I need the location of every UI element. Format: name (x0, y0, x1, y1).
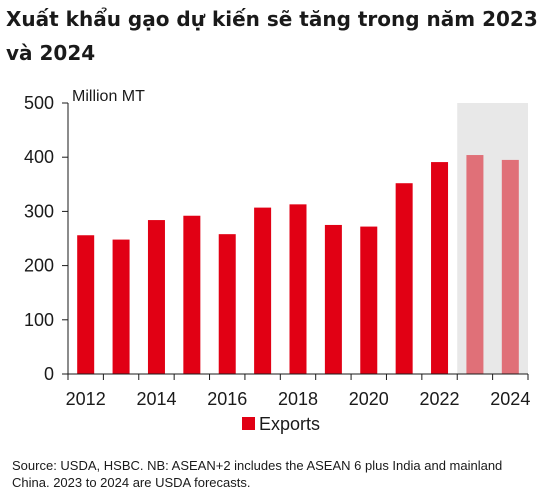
bar-2013 (112, 239, 130, 374)
y-axis-unit-label: Million MT (72, 88, 145, 105)
chart-title: Xuất khẩu gạo dự kiến sẽ tăng trong năm … (6, 7, 538, 65)
y-tick-label-300: 300 (24, 201, 54, 221)
y-tick-label-500: 500 (24, 93, 54, 113)
x-tick-label-2012: 2012 (66, 389, 106, 409)
source-note: Source: USDA, HSBC. NB: ASEAN+2 includes… (12, 458, 503, 490)
bar-2021 (395, 183, 413, 374)
x-tick-label-2024: 2024 (490, 389, 530, 409)
bar-2019 (324, 224, 342, 374)
y-tick-label-0: 0 (44, 364, 54, 384)
x-tick-label-2020: 2020 (349, 389, 389, 409)
bar-2022 (431, 162, 449, 374)
legend-swatch-exports (242, 417, 255, 430)
x-axis-ticks: 2012 2014 2016 2018 2020 2022 2024 (66, 374, 530, 409)
y-tick-label-200: 200 (24, 256, 54, 276)
x-tick-label-2022: 2022 (420, 389, 460, 409)
bar-2014 (147, 220, 165, 374)
legend-label-exports: Exports (259, 414, 320, 434)
bars-group (77, 155, 519, 374)
y-tick-label-100: 100 (24, 310, 54, 330)
y-tick-label-400: 400 (24, 147, 54, 167)
bar-2015 (183, 215, 201, 374)
x-tick-label-2014: 2014 (136, 389, 176, 409)
x-tick-label-2018: 2018 (278, 389, 318, 409)
bar-2024 (501, 159, 519, 374)
bar-2016 (218, 234, 236, 374)
bar-2017 (254, 207, 272, 374)
x-tick-label-2016: 2016 (207, 389, 247, 409)
y-axis-ticks: 0 100 200 300 400 500 (24, 93, 68, 384)
bar-2020 (360, 226, 378, 374)
bar-2018 (289, 204, 307, 374)
bar-2012 (77, 235, 95, 374)
bar-2023 (466, 155, 484, 374)
